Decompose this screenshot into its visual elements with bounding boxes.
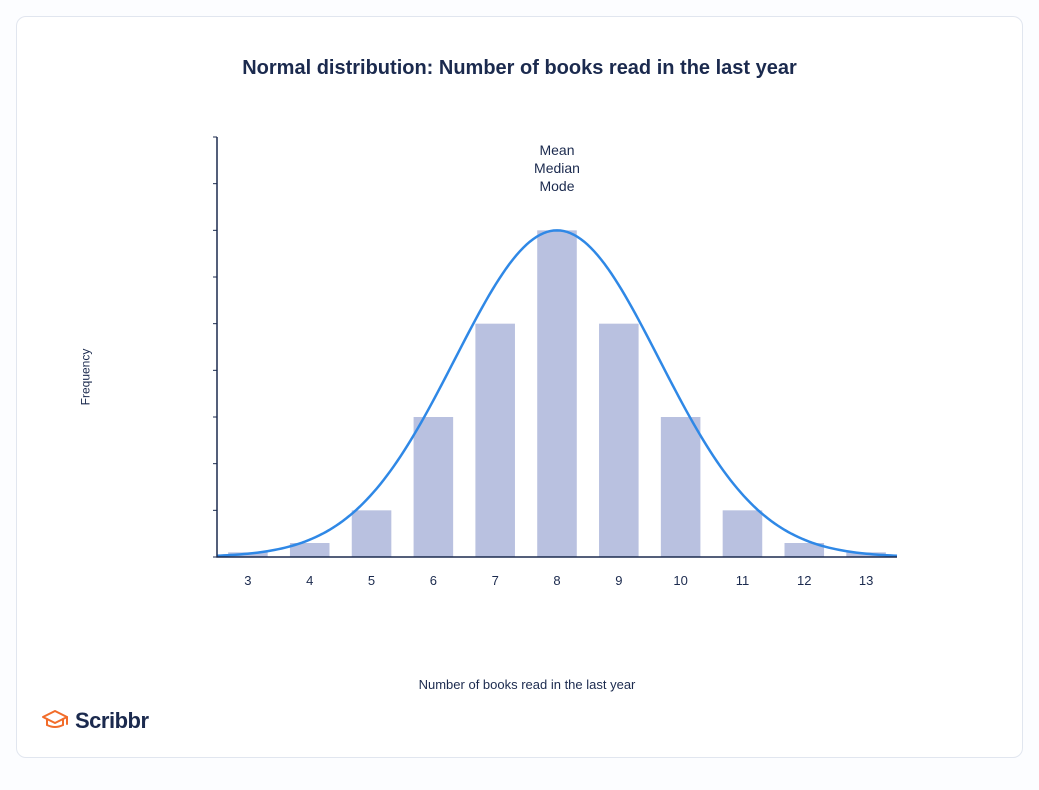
center-annotation: Mean Median Mode bbox=[534, 142, 580, 194]
graduation-cap-icon bbox=[41, 707, 69, 735]
svg-text:Mode: Mode bbox=[539, 178, 574, 194]
x-tick-label: 4 bbox=[306, 573, 313, 588]
x-tick-label: 8 bbox=[553, 573, 560, 588]
bar bbox=[661, 417, 701, 557]
chart-card: Normal distribution: Number of books rea… bbox=[16, 16, 1023, 758]
chart-title: Normal distribution: Number of books rea… bbox=[17, 57, 1022, 80]
svg-text:Mean: Mean bbox=[539, 142, 574, 158]
bar bbox=[475, 324, 515, 557]
bar bbox=[352, 510, 392, 557]
plot: 020406080100120140160180345678910111213M… bbox=[207, 127, 907, 577]
brand-logo: Scribbr bbox=[41, 707, 149, 735]
plot-svg: 020406080100120140160180345678910111213M… bbox=[207, 127, 907, 627]
x-tick-label: 6 bbox=[430, 573, 437, 588]
x-axis-label: Number of books read in the last year bbox=[127, 677, 927, 692]
x-tick-label: 12 bbox=[797, 573, 811, 588]
y-axis-label: Frequency bbox=[78, 349, 92, 406]
x-tick-label: 9 bbox=[615, 573, 622, 588]
bar bbox=[599, 324, 639, 557]
bar bbox=[723, 510, 763, 557]
x-tick-label: 10 bbox=[673, 573, 687, 588]
x-tick-label: 7 bbox=[492, 573, 499, 588]
x-tick-label: 11 bbox=[736, 573, 750, 588]
chart-area: Frequency 020406080100120140160180345678… bbox=[127, 117, 927, 637]
svg-text:Median: Median bbox=[534, 160, 580, 176]
bar bbox=[537, 230, 577, 557]
x-tick-label: 13 bbox=[859, 573, 873, 588]
bar bbox=[414, 417, 454, 557]
x-tick-label: 5 bbox=[368, 573, 375, 588]
brand-name: Scribbr bbox=[75, 708, 149, 734]
x-tick-label: 3 bbox=[244, 573, 251, 588]
